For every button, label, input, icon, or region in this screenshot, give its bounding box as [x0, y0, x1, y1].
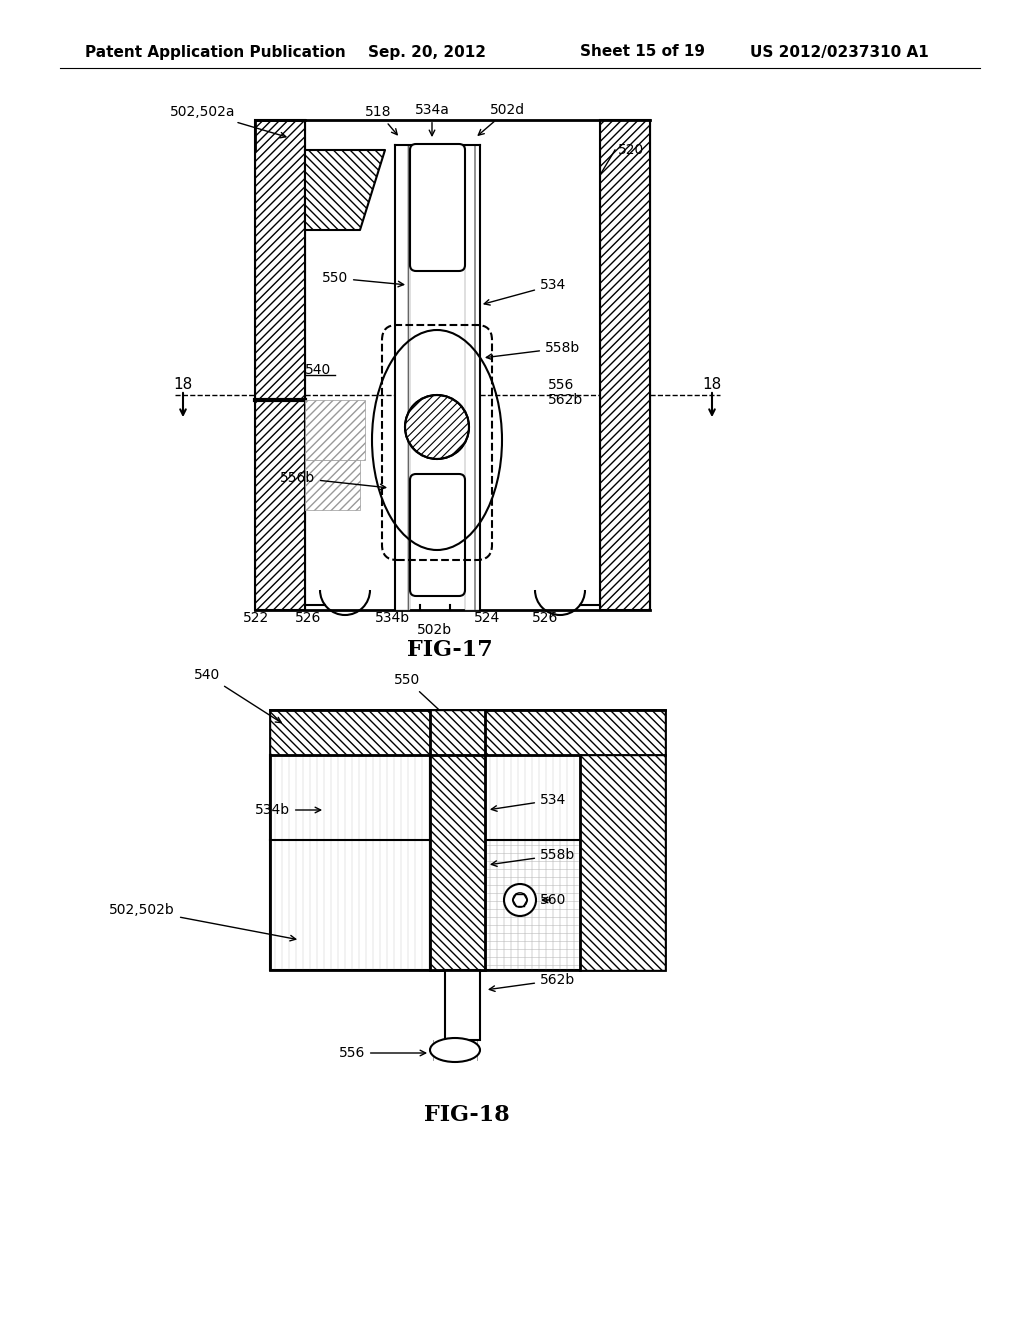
Text: 534b: 534b — [255, 803, 321, 817]
Text: 540: 540 — [194, 668, 282, 722]
Bar — [270, 710, 665, 755]
FancyBboxPatch shape — [410, 474, 465, 597]
Text: 18: 18 — [173, 378, 193, 392]
Text: FIG-17: FIG-17 — [408, 639, 493, 661]
Text: 540: 540 — [305, 363, 331, 378]
Text: 18: 18 — [702, 378, 722, 392]
Text: 522: 522 — [243, 611, 269, 624]
Text: 526: 526 — [531, 611, 558, 624]
Text: 534: 534 — [484, 279, 566, 305]
Bar — [465, 145, 480, 610]
Text: FIG-18: FIG-18 — [424, 1104, 510, 1126]
Polygon shape — [305, 150, 385, 230]
Text: Sep. 20, 2012: Sep. 20, 2012 — [368, 45, 486, 59]
Text: 560: 560 — [540, 894, 566, 907]
Text: 562b: 562b — [548, 393, 584, 407]
Text: 502,502b: 502,502b — [110, 903, 296, 941]
Polygon shape — [305, 150, 385, 230]
Text: 558b: 558b — [486, 341, 581, 359]
Bar — [485, 755, 665, 970]
Text: Sheet 15 of 19: Sheet 15 of 19 — [580, 45, 705, 59]
Text: 556: 556 — [548, 378, 574, 392]
Text: 556: 556 — [339, 1045, 426, 1060]
Bar — [430, 755, 485, 970]
Text: 526: 526 — [295, 611, 322, 624]
Text: US 2012/0237310 A1: US 2012/0237310 A1 — [750, 45, 929, 59]
Bar — [445, 970, 480, 1040]
Text: 534: 534 — [492, 793, 566, 812]
Text: 534b: 534b — [376, 611, 411, 624]
Bar — [395, 145, 410, 610]
Text: 562b: 562b — [489, 973, 575, 991]
Bar — [430, 710, 485, 755]
Bar — [255, 120, 305, 610]
Text: 502d: 502d — [478, 103, 525, 135]
Text: 518: 518 — [365, 106, 397, 135]
Bar — [270, 710, 665, 970]
Bar — [600, 120, 650, 610]
Text: 550: 550 — [322, 271, 403, 286]
Bar — [270, 755, 430, 970]
Circle shape — [406, 395, 469, 459]
Bar — [430, 710, 485, 755]
Bar — [305, 459, 360, 510]
Text: 520: 520 — [618, 143, 644, 157]
Circle shape — [513, 892, 527, 907]
Bar — [600, 120, 650, 610]
Text: 558b: 558b — [492, 847, 575, 866]
Bar — [255, 120, 305, 610]
Bar — [305, 400, 365, 459]
Text: 502,502a: 502,502a — [170, 106, 286, 137]
Text: 524: 524 — [474, 611, 500, 624]
Bar — [430, 755, 485, 970]
Bar — [580, 755, 665, 970]
Circle shape — [504, 884, 536, 916]
Text: 550: 550 — [394, 673, 446, 717]
Ellipse shape — [430, 1038, 480, 1063]
FancyBboxPatch shape — [410, 144, 465, 271]
Text: 556b: 556b — [280, 471, 386, 490]
Text: 534a: 534a — [415, 103, 450, 136]
Text: Patent Application Publication: Patent Application Publication — [85, 45, 346, 59]
Text: 502b: 502b — [418, 623, 453, 638]
